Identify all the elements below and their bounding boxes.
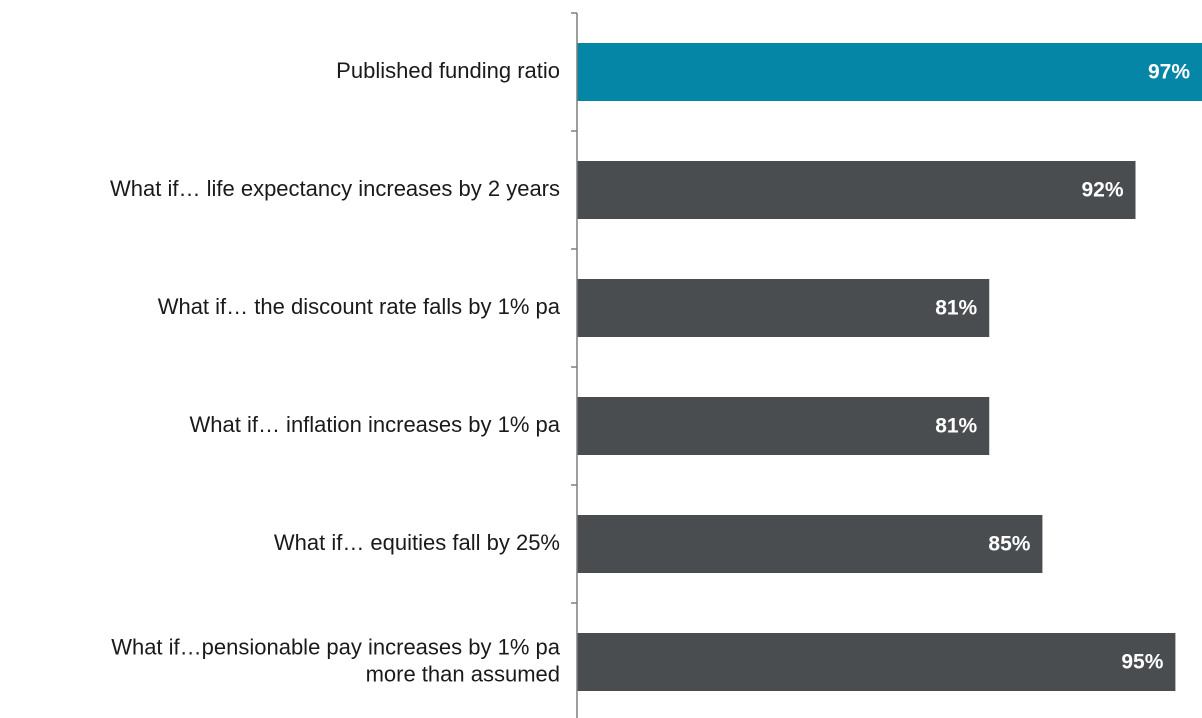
y-tick-label: What if… life expectancy increases by 2 … [110, 176, 560, 201]
value-label: 81% [935, 297, 977, 320]
bar [577, 397, 990, 455]
y-tick-label: What if…pensionable pay increases by 1% … [111, 634, 561, 659]
bar [577, 279, 990, 337]
value-label: 85% [988, 533, 1030, 556]
y-tick-label: more than assumed [366, 661, 560, 686]
value-label: 92% [1081, 179, 1123, 202]
value-label: 95% [1121, 651, 1163, 674]
bar [577, 43, 1202, 101]
y-tick-label: Published funding ratio [336, 58, 560, 83]
y-tick-label: What if… equities fall by 25% [274, 530, 560, 555]
y-tick-label: What if… inflation increases by 1% pa [189, 412, 560, 437]
bar [577, 633, 1176, 691]
bar [577, 515, 1043, 573]
value-label: 81% [935, 415, 977, 438]
y-tick-label: What if… the discount rate falls by 1% p… [158, 294, 561, 319]
bar [577, 161, 1136, 219]
value-label: 97% [1148, 61, 1190, 84]
